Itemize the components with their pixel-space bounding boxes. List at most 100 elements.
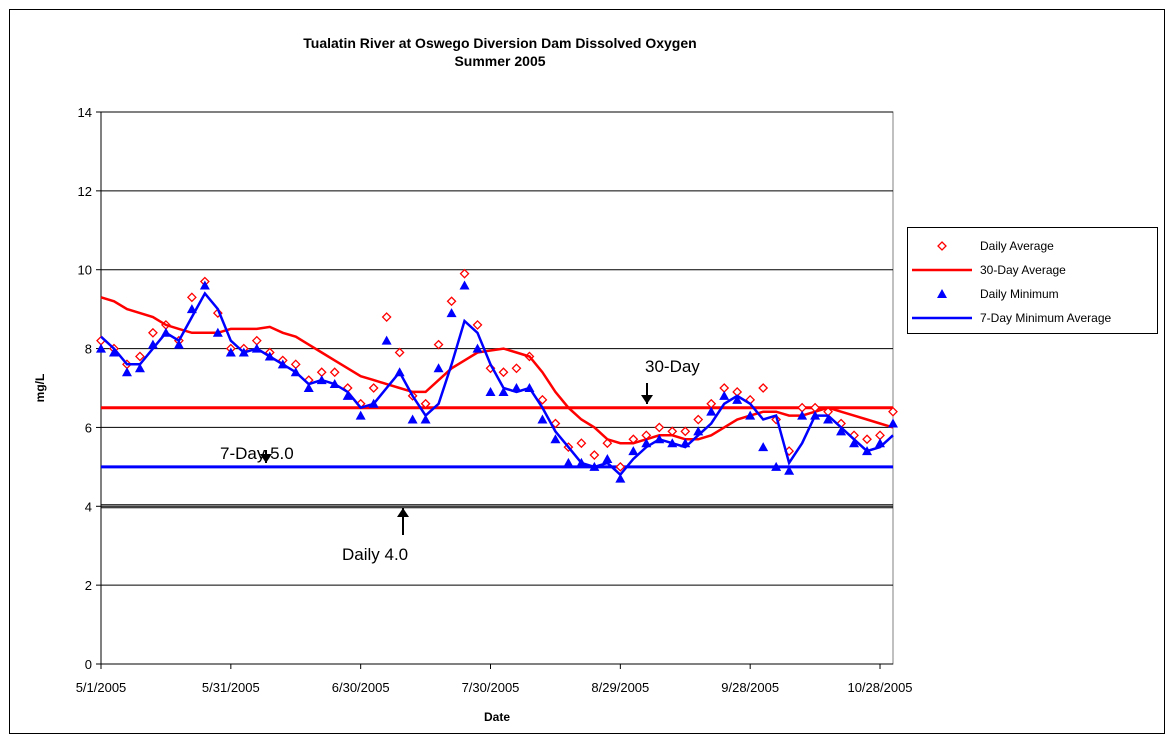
data-point	[706, 406, 717, 416]
data-point	[511, 383, 522, 392]
data-point	[472, 343, 483, 353]
data-point	[420, 414, 431, 424]
data-point	[381, 312, 392, 322]
data-point	[602, 438, 613, 449]
data-point	[121, 367, 132, 377]
data-point	[602, 453, 613, 463]
y-tick-label: 0	[85, 657, 92, 672]
y-tick-label: 14	[78, 105, 92, 120]
data-point	[758, 442, 769, 452]
data-point	[576, 438, 587, 449]
data-point	[550, 434, 561, 444]
legend-swatch	[937, 289, 947, 298]
x-tick-label: 6/30/2005	[332, 680, 390, 695]
data-point	[225, 347, 236, 357]
data-point	[784, 465, 795, 475]
x-tick-label: 5/1/2005	[76, 680, 127, 695]
legend-label: Daily Average	[980, 239, 1054, 253]
y-tick-label: 12	[78, 184, 92, 199]
data-point	[498, 386, 509, 396]
data-point	[511, 363, 522, 374]
data-point	[96, 343, 106, 353]
data-point	[329, 367, 340, 378]
data-point	[537, 414, 548, 424]
annotation-arrowhead	[260, 454, 272, 463]
series-line	[100, 296, 894, 445]
data-point	[836, 426, 847, 436]
x-tick-label: 5/31/2005	[202, 680, 260, 695]
data-point	[472, 319, 483, 330]
data-point	[381, 335, 392, 345]
data-point	[589, 450, 600, 460]
data-point	[342, 390, 353, 400]
data-point	[745, 410, 756, 420]
data-point	[446, 296, 457, 307]
annotation-arrowhead	[397, 508, 409, 517]
data-point	[862, 434, 872, 445]
data-point	[186, 292, 197, 303]
data-point	[888, 418, 898, 428]
data-point	[303, 383, 314, 392]
annotation-arrowhead	[641, 395, 653, 404]
y-tick-label: 10	[78, 263, 92, 278]
data-point	[212, 327, 223, 337]
legend-label: Daily Minimum	[980, 287, 1059, 301]
data-point	[550, 418, 561, 429]
y-tick-label: 4	[85, 499, 92, 514]
chart-title: Tualatin River at Oswego Diversion Dam D…	[303, 35, 696, 51]
data-point	[485, 386, 496, 396]
legend-label: 30-Day Average	[980, 263, 1066, 277]
annotation: 7-Day 5.0	[220, 444, 294, 463]
data-point	[355, 410, 366, 420]
x-tick-label: 7/30/2005	[462, 680, 520, 695]
legend-swatch	[937, 241, 947, 251]
data-point	[498, 367, 509, 378]
data-point	[771, 461, 782, 471]
legend-label: 7-Day Minimum Average	[980, 311, 1111, 325]
data-point	[615, 461, 626, 472]
annotation: 30-Day	[645, 357, 700, 376]
series-line	[100, 291, 894, 477]
data-point	[108, 347, 119, 357]
data-point	[719, 390, 730, 400]
y-axis-label: mg/L	[33, 374, 47, 403]
data-point	[849, 438, 860, 448]
data-point	[420, 398, 431, 409]
data-point	[148, 327, 158, 338]
data-point	[563, 457, 574, 467]
data-point	[628, 446, 639, 456]
x-axis-label: Date	[484, 710, 510, 724]
data-point	[173, 339, 184, 349]
data-point	[199, 280, 210, 290]
data-point	[134, 363, 145, 373]
y-tick-label: 8	[85, 342, 92, 357]
x-tick-label: 8/29/2005	[591, 680, 649, 695]
annotation: Daily 4.0	[342, 545, 408, 564]
data-point	[654, 422, 665, 433]
plot-area	[100, 111, 894, 665]
data-point	[797, 410, 808, 420]
x-tick-label: 10/28/2005	[847, 680, 912, 695]
data-point	[459, 280, 470, 290]
data-point	[407, 414, 418, 424]
data-point	[693, 414, 704, 425]
data-point	[680, 426, 691, 437]
data-point	[537, 394, 548, 405]
y-tick-label: 6	[85, 420, 92, 435]
data-point	[888, 406, 898, 417]
data-point	[394, 347, 405, 358]
data-point	[135, 351, 145, 362]
data-point	[433, 339, 444, 350]
data-point	[368, 383, 379, 393]
data-point	[433, 363, 444, 373]
legend-box	[907, 227, 1158, 334]
data-point	[459, 268, 470, 279]
data-point	[758, 383, 769, 393]
data-point	[446, 308, 457, 318]
chart-subtitle: Summer 2005	[454, 53, 545, 69]
x-tick-label: 9/28/2005	[721, 680, 779, 695]
data-point	[615, 473, 626, 483]
data-point	[732, 394, 743, 404]
data-point	[823, 414, 834, 424]
